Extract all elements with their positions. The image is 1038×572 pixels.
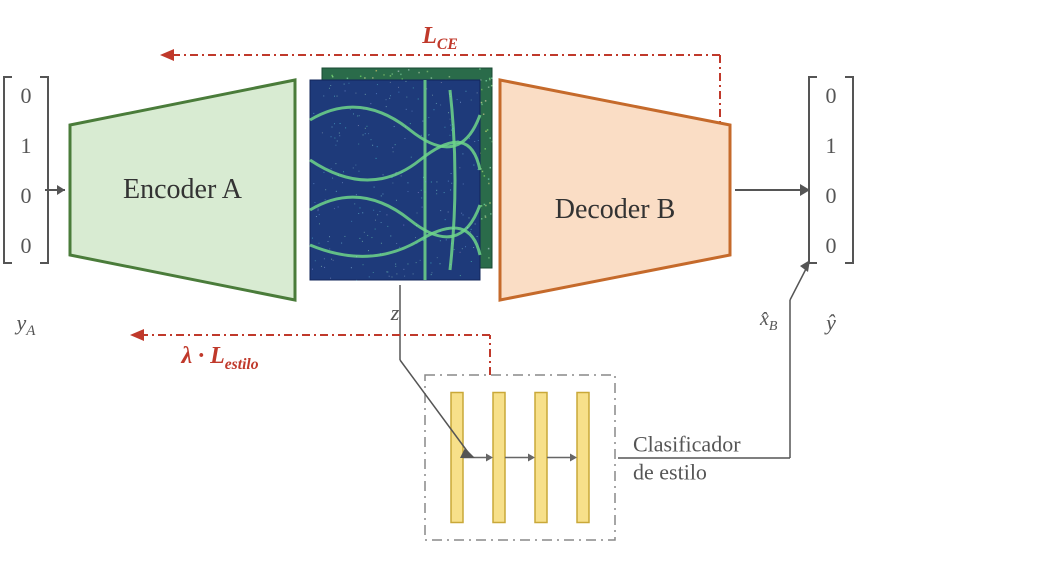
encoder-label: Encoder A <box>123 174 243 205</box>
latent-label: z <box>390 300 400 325</box>
classifier-layer <box>493 393 505 523</box>
left-vector-value: 0 <box>21 233 32 258</box>
right-vector-value: 0 <box>826 83 837 108</box>
decoder-label: Decoder B <box>555 194 676 225</box>
classifier-label-2: de estilo <box>633 460 707 485</box>
classifier-label-1: Clasificador <box>633 432 741 457</box>
left-vector-value: 1 <box>21 133 32 158</box>
architecture-diagram: LCE0100yA0100ŷEncoder AzDecoder Bx̂BClas… <box>0 0 1038 572</box>
right-vector-label: ŷ <box>824 310 836 335</box>
classifier-layer <box>577 393 589 523</box>
left-vector-value: 0 <box>21 183 32 208</box>
right-vector-value: 1 <box>826 133 837 158</box>
classifier-layer <box>535 393 547 523</box>
left-vector-value: 0 <box>21 83 32 108</box>
right-vector-value: 0 <box>826 183 837 208</box>
right-vector-value: 0 <box>826 233 837 258</box>
